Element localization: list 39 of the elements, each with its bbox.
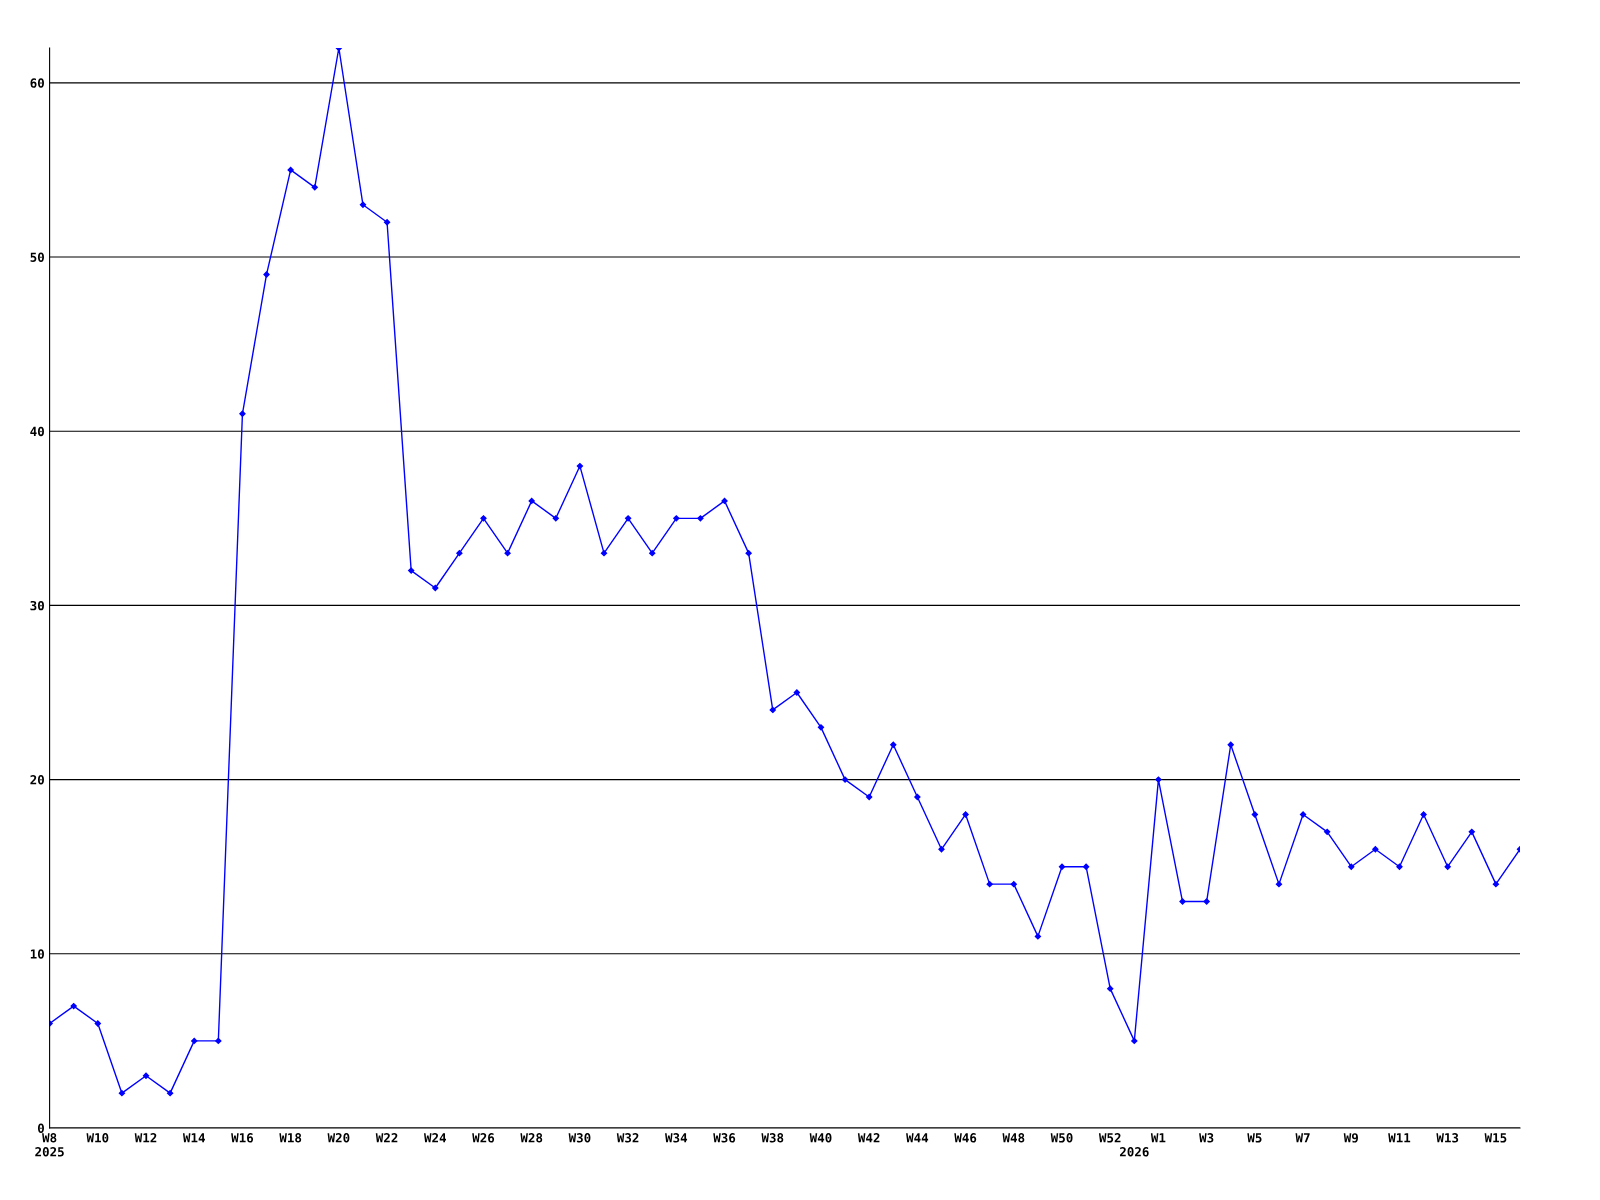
x-tick-label: 2026 bbox=[1119, 1147, 1149, 1157]
x-tick-label: W3 bbox=[1199, 1133, 1214, 1143]
x-tick-label: W30 bbox=[568, 1133, 591, 1143]
x-tick-label: W13 bbox=[1436, 1133, 1459, 1143]
x-tick-label: W22 bbox=[375, 1133, 398, 1143]
y-tick-label: 40 bbox=[30, 426, 44, 437]
x-tick-label: W40 bbox=[809, 1133, 832, 1143]
x-tick-label: W8 2025 bbox=[35, 1133, 64, 1157]
x-tick-label: W11 bbox=[1388, 1133, 1411, 1143]
x-tick-label: W26 bbox=[472, 1133, 495, 1143]
x-tick-label: W44 bbox=[906, 1133, 929, 1143]
y-tick-label: 20 bbox=[30, 775, 44, 785]
x-tick-label: W14 bbox=[182, 1133, 205, 1143]
x-tick-label: W52 bbox=[1098, 1133, 1121, 1143]
y-tick-label: 10 bbox=[30, 949, 44, 959]
x-tick-label: W48 bbox=[1002, 1133, 1025, 1143]
x-tick-label: W28 bbox=[520, 1133, 543, 1143]
x-tick-label: W42 bbox=[857, 1133, 880, 1143]
y-tick-label: 60 bbox=[30, 78, 44, 88]
x-tick-label: W32 bbox=[616, 1133, 639, 1143]
x-tick-label: W16 bbox=[231, 1133, 254, 1143]
x-tick-label: W12 bbox=[134, 1133, 157, 1143]
x-tick-label: W20 bbox=[327, 1133, 350, 1143]
x-tick-label: W10 bbox=[86, 1133, 109, 1143]
x-tick-label: W15 bbox=[1484, 1133, 1507, 1143]
x-tick-label: W7 bbox=[1295, 1133, 1310, 1143]
x-tick-label: W5 bbox=[1247, 1133, 1262, 1143]
x-tick-label: W38 bbox=[761, 1133, 784, 1143]
x-tick-label: W24 bbox=[423, 1133, 447, 1143]
x-tick-label: W46 bbox=[954, 1133, 977, 1143]
x-tick-label: W1 bbox=[1150, 1133, 1166, 1143]
x-tick-label: W50 bbox=[1050, 1133, 1073, 1143]
x-tick-label: W34 bbox=[665, 1133, 688, 1143]
y-tick-label: 30 bbox=[30, 600, 44, 611]
y-tick-label: 0 bbox=[37, 1123, 44, 1133]
x-tick-label: W36 bbox=[713, 1133, 736, 1143]
x-tick-label: W18 bbox=[279, 1133, 302, 1143]
y-tick-label: 50 bbox=[30, 252, 44, 262]
x-tick-label: W9 bbox=[1343, 1133, 1358, 1143]
